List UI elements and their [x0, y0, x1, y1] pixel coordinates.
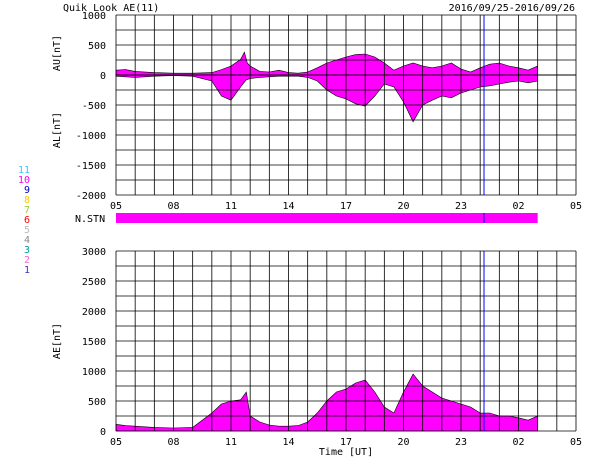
- ae-y-tick-label: 500: [88, 397, 106, 408]
- ae-y-tick-label: 3000: [82, 247, 106, 258]
- au-axis-label: AU[nT]: [52, 35, 63, 71]
- station-legend-item: 8: [24, 195, 30, 206]
- ae-x-tick-label: 05: [110, 437, 122, 448]
- ae-y-tick-label: 2500: [82, 277, 106, 288]
- au-al-x-tick-label: 02: [512, 201, 524, 212]
- au-al-y-tick-label: 500: [88, 41, 106, 52]
- au-al-x-tick-label: 11: [225, 201, 237, 212]
- station-legend-item: 11: [18, 165, 30, 176]
- station-count-bar: N.STN: [75, 213, 538, 225]
- ae-x-tick-label: 08: [167, 437, 179, 448]
- date-range: 2016/09/25-2016/09/26: [449, 3, 575, 14]
- ae-y-tick-label: 1500: [82, 337, 106, 348]
- station-legend-item: 4: [24, 235, 30, 246]
- station-legend-item: 2: [24, 255, 30, 266]
- ae-x-tick-label: 02: [512, 437, 524, 448]
- ae-x-tick-label: 14: [282, 437, 294, 448]
- ae-x-tick-label: 17: [340, 437, 352, 448]
- ae-y-tick-label: 2000: [82, 307, 106, 318]
- ae-x-tick-label: 20: [397, 437, 409, 448]
- au-al-y-tick-label: -2000: [76, 191, 106, 202]
- ae-x-tick-label: 11: [225, 437, 237, 448]
- au-al-panel: 1000 500 0 -500 -1000 -1500 -2000 05 08 11 14 17 20…: [52, 11, 582, 212]
- au-al-x-tick-label: 23: [455, 201, 467, 212]
- au-al-y-tick-label: -500: [82, 101, 106, 112]
- ae-y-tick-label: 0: [100, 427, 106, 438]
- ae-axis-label: AE[nT]: [52, 323, 63, 359]
- station-legend-item: 10: [18, 175, 30, 186]
- al-axis-label: AL[nT]: [52, 112, 63, 148]
- au-al-x-tick-label: 20: [397, 201, 409, 212]
- au-al-x-tick-label: 17: [340, 201, 352, 212]
- au-al-x-tick-label: 05: [570, 201, 582, 212]
- au-al-x-tick-label: 05: [110, 201, 122, 212]
- station-legend-item: 7: [24, 205, 30, 216]
- au-al-x-tick-label: 14: [282, 201, 294, 212]
- station-legend-item: 9: [24, 185, 30, 196]
- station-count-label: N.STN: [75, 214, 105, 225]
- au-al-y-tick-label: -1500: [76, 161, 106, 172]
- au-al-y-tick-label: -1000: [76, 131, 106, 142]
- station-count-fill: [116, 213, 538, 223]
- station-legend-item: 1: [24, 265, 30, 276]
- ae-y-tick-label: 1000: [82, 367, 106, 378]
- station-legend-item: 5: [24, 225, 30, 236]
- x-axis-title: Time [UT]: [319, 447, 373, 458]
- chart-title: Quik Look AE(11): [63, 3, 159, 14]
- au-al-y-tick-label: 0: [100, 71, 106, 82]
- au-al-x-tick-label: 08: [167, 201, 179, 212]
- ae-x-tick-label: 23: [455, 437, 467, 448]
- station-legend-item: 6: [24, 215, 30, 226]
- station-legend-item: 3: [24, 245, 30, 256]
- ae-x-tick-label: 05: [570, 437, 582, 448]
- ae-panel: 3000 2500 2000 1500 1000 500 0 05 08 11 14 17 20 23 0…: [52, 247, 582, 458]
- au-al-y-tick-label: 1000: [82, 11, 106, 22]
